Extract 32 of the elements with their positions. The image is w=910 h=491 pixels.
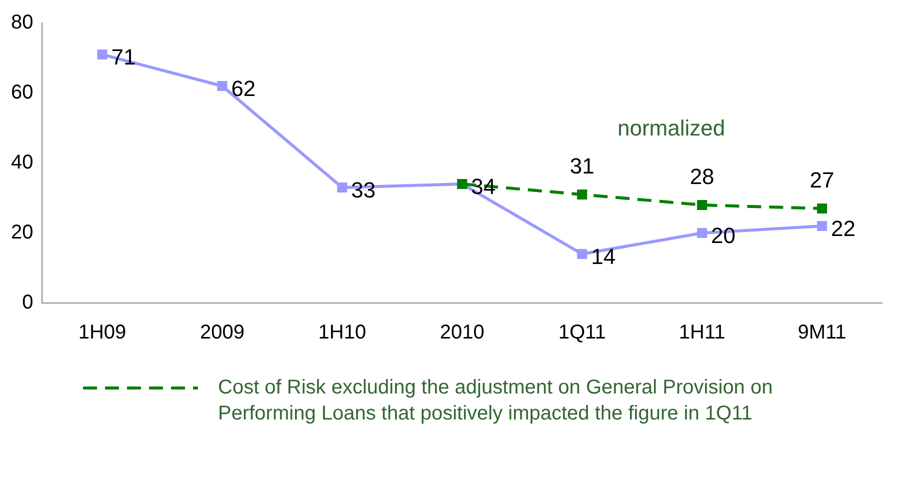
point [337, 182, 348, 193]
point [97, 49, 108, 60]
point [816, 220, 828, 232]
y-tick-label: 20 [10, 222, 34, 244]
annotation: normalized [617, 115, 726, 140]
data-label: 27 [810, 168, 834, 193]
data-label: 20 [711, 223, 736, 248]
point [697, 228, 708, 238]
x-tick-label: 2009 [200, 322, 244, 344]
x-tick-label: 1Q11 [558, 322, 606, 344]
data-label: 28 [690, 164, 714, 190]
x-tick-label: 9M11 [798, 322, 846, 344]
data-label: 62 [231, 76, 256, 102]
y-tick-label: 80 [10, 12, 34, 34]
point [697, 200, 708, 210]
data-label: 33 [351, 178, 376, 203]
data-label: 71 [111, 44, 136, 70]
data-label: 14 [591, 244, 616, 270]
data-label: 31 [570, 154, 594, 179]
x-tick-label: 2010 [440, 322, 484, 344]
y-tick-label: 60 [10, 82, 34, 104]
x-tick-label: 1H10 [318, 322, 366, 344]
x-tick-label: 1H11 [678, 322, 726, 344]
y-tick-label: 40 [10, 152, 34, 174]
point [577, 248, 588, 260]
point [816, 203, 828, 214]
data-label: 22 [831, 216, 856, 242]
text: Cost of Risk excluding the adjustment on General Provision on Performing Loans that positively impacted the figure in 1Q11 [218, 376, 773, 425]
y-tick-label: 0 [22, 292, 34, 314]
point [217, 80, 228, 92]
point [577, 189, 588, 200]
x-tick-label: 1H09 [78, 322, 126, 344]
